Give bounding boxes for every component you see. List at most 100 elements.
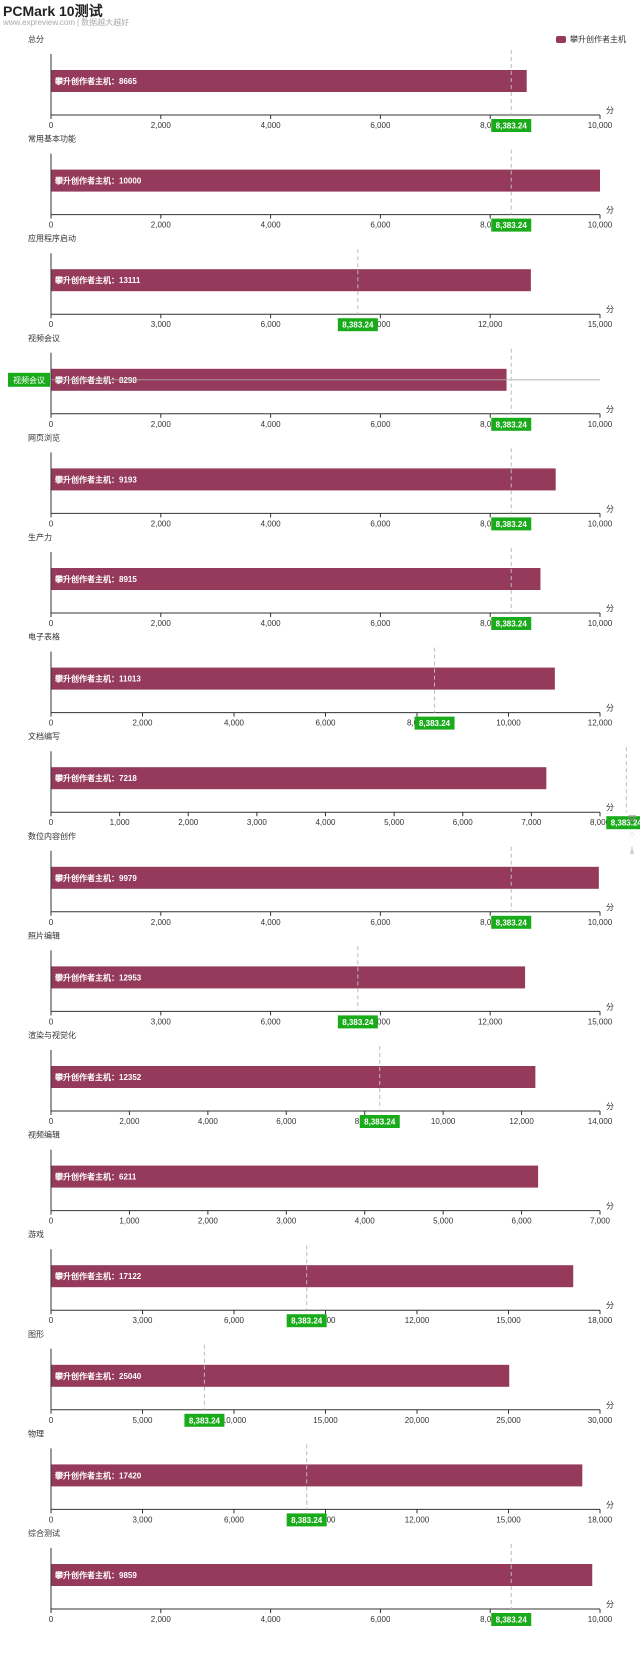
- bar-data-label: 攀升创作者主机：17420: [54, 1470, 142, 1480]
- x-tick-label: 5,000: [433, 1217, 454, 1226]
- average-marker-badge: [491, 417, 532, 431]
- average-marker-badge: [184, 1413, 225, 1427]
- x-tick-label: 6,000: [370, 619, 391, 628]
- x-tick-label: 2,000: [151, 918, 172, 927]
- x-axis-unit: 分: [606, 1202, 614, 1211]
- bar: [51, 1564, 593, 1586]
- x-tick-label: 10,000: [496, 719, 521, 728]
- x-tick-label: 0: [49, 1515, 54, 1524]
- bar: [51, 667, 555, 690]
- average-marker-badge: [337, 318, 378, 332]
- x-tick-label: 25,000: [496, 1416, 521, 1425]
- x-tick-label: 2,000: [151, 519, 172, 528]
- x-tick-label: 15,000: [588, 1017, 613, 1026]
- x-tick-label: 0: [49, 619, 54, 628]
- x-tick-label: 12,000: [405, 1316, 430, 1325]
- x-tick-label: 10,000: [222, 1416, 247, 1425]
- x-tick-label: 6,000: [276, 1117, 297, 1126]
- bar-data-label: 攀升创作者主机：17122: [54, 1271, 142, 1281]
- panel-category-label: 视频编辑: [28, 1130, 60, 1140]
- x-tick-label: 6,000: [370, 519, 391, 528]
- average-marker-label: 8,383.24: [189, 1416, 221, 1425]
- x-tick-label: 2,000: [198, 1217, 219, 1226]
- chart-toolbox: ▤ ◌ ⤓: [627, 810, 637, 858]
- legend-swatch: [556, 36, 566, 43]
- x-tick-label: 8,000: [480, 1615, 501, 1624]
- restore-icon[interactable]: ◌: [629, 829, 635, 839]
- x-tick-label: 0: [49, 1615, 54, 1624]
- x-tick-label: 10,000: [588, 420, 613, 429]
- average-marker-label: 8,383.24: [342, 1018, 374, 1027]
- x-tick-label: 7,000: [590, 1217, 611, 1226]
- bar-data-label: 攀升创作者主机：12352: [54, 1072, 142, 1082]
- site-url[interactable]: www.expreview.com: [3, 18, 76, 27]
- x-tick-label: 4,000: [198, 1117, 219, 1126]
- x-tick-label: 8,000: [480, 121, 501, 130]
- bar: [51, 866, 599, 889]
- x-tick-label: 8,000: [590, 818, 611, 827]
- data-view-icon[interactable]: ▤: [627, 813, 637, 823]
- panel-category-label: 照片编辑: [28, 930, 60, 940]
- average-marker-label: 8,383.24: [496, 918, 528, 927]
- average-marker-badge: [491, 218, 532, 232]
- x-tick-label: 0: [49, 420, 54, 429]
- subtitle-slogan: 数据越大越好: [81, 18, 130, 27]
- average-marker-badge: [606, 816, 640, 830]
- x-tick-label: 8,000: [480, 519, 501, 528]
- bar-data-label: 攀升创作者主机：25040: [54, 1371, 142, 1381]
- average-marker-label: 8,383.24: [419, 719, 451, 728]
- x-tick-label: 4,000: [261, 221, 282, 230]
- x-tick-label: 10,000: [588, 221, 613, 230]
- x-tick-label: 2,000: [151, 1615, 172, 1624]
- chart-legend[interactable]: 攀升创作者主机: [556, 34, 626, 45]
- average-marker-label: 8,383.24: [291, 1516, 323, 1525]
- x-tick-label: 10,000: [588, 619, 613, 628]
- x-tick-label: 15,000: [496, 1316, 521, 1325]
- save-image-icon[interactable]: ⤓: [630, 845, 634, 855]
- panel-category-label: 综合测试: [28, 1528, 60, 1538]
- x-tick-label: 20,000: [405, 1416, 430, 1425]
- x-tick-label: 1,000: [110, 818, 131, 827]
- x-tick-label: 8,000: [480, 918, 501, 927]
- x-tick-label: 2,000: [178, 818, 199, 827]
- x-tick-label: 18,000: [588, 1515, 613, 1524]
- average-marker-label: 8,383.24: [364, 1118, 396, 1127]
- bar: [51, 568, 541, 590]
- x-axis-unit: 分: [606, 903, 614, 912]
- x-tick-label: 10,000: [431, 1117, 456, 1126]
- x-tick-label: 4,000: [261, 918, 282, 927]
- x-tick-label: 4,000: [315, 818, 336, 827]
- average-marker-badge: [491, 119, 532, 132]
- average-marker-label: 8,383.24: [611, 819, 640, 828]
- panel-category-label: 常用基本功能: [28, 134, 76, 144]
- bar-data-label: 攀升创作者主机：9979: [54, 873, 137, 883]
- bar: [51, 767, 547, 790]
- axis-pointer-label: 视频会议: [13, 375, 45, 385]
- average-marker-badge: [286, 1513, 327, 1527]
- panel-category-label: 游戏: [28, 1229, 44, 1239]
- x-tick-label: 0: [49, 918, 54, 927]
- x-tick-label: 8,000: [480, 619, 501, 628]
- x-tick-label: 6,000: [315, 719, 336, 728]
- x-tick-label: 0: [49, 221, 54, 230]
- bar-data-label: 攀升创作者主机：8915: [54, 574, 137, 584]
- x-tick-label: 6,000: [370, 121, 391, 130]
- x-tick-label: 4,000: [355, 1217, 376, 1226]
- bar: [51, 1364, 510, 1387]
- x-tick-label: 10,000: [588, 1615, 613, 1624]
- x-tick-label: 12,000: [478, 1017, 503, 1026]
- x-tick-label: 12,000: [478, 320, 503, 329]
- bar: [51, 1165, 539, 1188]
- x-tick-label: 0: [49, 719, 54, 728]
- x-tick-label: 2,000: [151, 619, 172, 628]
- panel-category-label: 网页浏览: [28, 432, 60, 442]
- page-title: PCMark 10测试: [3, 3, 103, 19]
- x-tick-label: 4,000: [224, 719, 245, 728]
- bar-data-label: 攀升创作者主机：9193: [54, 474, 137, 484]
- x-tick-label: 12,000: [509, 1117, 534, 1126]
- panel-category-label: 文档编写: [28, 731, 60, 741]
- average-marker-label: 8,383.24: [291, 1317, 323, 1326]
- x-tick-label: 14,000: [588, 1117, 613, 1126]
- x-tick-label: 8,000: [480, 221, 501, 230]
- bar-data-label: 攀升创作者主机：12953: [54, 972, 142, 982]
